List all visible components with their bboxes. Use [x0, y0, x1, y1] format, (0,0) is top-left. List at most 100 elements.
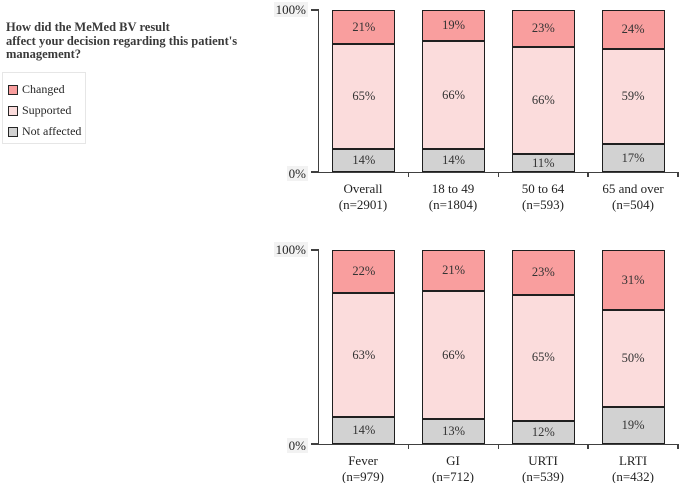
bar-segment-changed: 21% [332, 10, 396, 45]
y-tick-mark-0 [311, 171, 319, 173]
bars-container: 14% 63% 22% 13% 66% 21% 12% 65% 23% 19% 50% 31% [319, 250, 678, 444]
bar-segment-supported: 59% [601, 48, 665, 145]
category-name: 65 and over [602, 181, 664, 196]
category-n: (n=712) [432, 468, 474, 483]
legend-label-changed: Changed [22, 82, 65, 96]
bar-slot-65-and-over: 17% 59% 24% [588, 10, 678, 172]
bar-65-and-over: 17% 59% 24% [601, 10, 665, 172]
bar-lrti: 19% 50% 31% [601, 250, 665, 444]
bar-segment-supported: 63% [332, 293, 396, 417]
segment-value-label: 22% [352, 264, 376, 279]
bar-segment-not-affected: 14% [332, 149, 396, 172]
clinical-syndrome-chart: 100% 0% 14% 63% 22% 13% 66% 21% 12% 65% 23% 19% 50… [273, 242, 679, 483]
category-label-overall: Overall (n=2901) [318, 181, 408, 212]
x-tick-mark [587, 444, 589, 449]
category-n: (n=539) [522, 468, 564, 483]
bar-segment-changed: 31% [601, 250, 665, 311]
segment-value-label: 14% [442, 153, 466, 168]
category-name: Overall [343, 181, 383, 196]
x-tick-mark [677, 172, 679, 177]
bar-slot-fever: 14% 63% 22% [319, 250, 409, 444]
bar-segment-not-affected: 17% [601, 144, 665, 172]
category-label-urti: URTI (n=539) [498, 453, 588, 483]
y-tick-mark-100 [311, 9, 319, 11]
y-tick-mark-0 [311, 443, 319, 445]
bar-segment-supported: 65% [511, 294, 575, 421]
bar-segment-supported: 66% [422, 290, 486, 419]
category-name: LRTI [618, 453, 648, 468]
segment-value-label: 19% [442, 18, 466, 33]
x-tick-mark [497, 172, 499, 177]
x-tick-mark [407, 172, 410, 177]
category-n: (n=432) [612, 468, 654, 483]
segment-value-label: 59% [621, 89, 645, 104]
category-n: (n=1804) [428, 196, 478, 212]
category-n: (n=979) [342, 468, 384, 483]
bar-slot-lrti: 19% 50% 31% [588, 250, 678, 444]
category-n: (n=2901) [338, 196, 388, 212]
segment-value-label: 14% [352, 423, 376, 438]
not-affected-swatch-icon [8, 126, 18, 137]
bar-segment-not-affected: 14% [422, 149, 486, 172]
x-tick-mark [587, 172, 589, 177]
bar-overall: 14% 65% 21% [332, 10, 396, 172]
bar-18-to-49: 14% 66% 19% [422, 10, 486, 172]
category-axis: Overall (n=2901) 18 to 49 (n=1804) 50 to 64(… [318, 181, 678, 212]
category-label-fever: Fever (n=979) [318, 453, 408, 483]
plot-area: 14% 65% 21% 14% 66% 19% 11% 66% 23% 17% 59% 24% [311, 9, 679, 177]
bar-segment-changed: 23% [511, 250, 575, 295]
category-name: 50 to 64 [521, 181, 565, 196]
category-n: (n=593) [522, 196, 564, 212]
category-name: Fever [348, 453, 378, 468]
category-name: 18 to 49 [431, 181, 475, 196]
segment-value-label: 65% [531, 350, 555, 365]
bar-segment-changed: 21% [422, 250, 486, 291]
bar-segment-changed: 22% [332, 250, 396, 294]
bar-gi: 13% 66% 21% [422, 250, 486, 444]
legend-label-supported: Supported [22, 103, 72, 117]
bar-segment-not-affected: 11% [511, 154, 575, 172]
segment-value-label: 66% [531, 93, 555, 108]
segment-value-label: 14% [352, 153, 376, 168]
question-line-1: How did the MeMed BV result [6, 20, 170, 34]
bar-slot-18-to-49: 14% 66% 19% [409, 10, 499, 172]
segment-value-label: 50% [621, 351, 645, 366]
bar-segment-supported: 66% [511, 47, 575, 155]
age-group-chart: 100% 0% 14% 65% 21% 14% 66% 19% 11% 66% 23% 17% 59… [273, 2, 679, 212]
category-label-65-and-over: 65 and over (n=504) [588, 181, 678, 212]
plot-area: 14% 63% 22% 13% 66% 21% 12% 65% 23% 19% 50% 31% [311, 249, 679, 449]
bar-segment-not-affected: 13% [422, 418, 486, 444]
segment-value-label: 19% [621, 418, 645, 433]
y-axis-label-0: 0% [286, 438, 308, 453]
category-axis: Fever (n=979) GI (n=712) URTI (n=539) LRTI (n=4… [318, 453, 678, 483]
category-label-18-to-49: 18 to 49 (n=1804) [408, 181, 498, 212]
category-n: (n=504) [612, 196, 654, 212]
segment-value-label: 31% [621, 272, 645, 287]
question-line-3: management? [6, 47, 81, 61]
category-label-lrti: LRTI (n=432) [588, 453, 678, 483]
segment-value-label: 63% [352, 347, 376, 362]
legend-item-supported: Supported [8, 100, 85, 121]
category-label-gi: GI (n=712) [408, 453, 498, 483]
segment-value-label: 21% [442, 263, 466, 278]
bar-slot-urti: 12% 65% 23% [499, 250, 589, 444]
bars-container: 14% 65% 21% 14% 66% 19% 11% 66% 23% 17% 59% 24% [319, 10, 678, 172]
supported-swatch-icon [8, 105, 18, 116]
segment-value-label: 66% [442, 347, 466, 362]
bar-segment-not-affected: 19% [601, 407, 665, 444]
segment-value-label: 23% [531, 21, 555, 36]
category-name: URTI [528, 453, 558, 468]
question-text: How did the MeMed BV result affect your … [6, 20, 291, 62]
segment-value-label: 11% [532, 155, 555, 170]
bar-segment-changed: 23% [511, 10, 575, 48]
segment-value-label: 21% [352, 19, 376, 34]
y-axis-label-0: 0% [286, 166, 308, 181]
legend-item-not-affected: Not affected [8, 121, 85, 142]
segment-value-label: 13% [442, 424, 466, 439]
y-axis-label-100: 100% [273, 242, 308, 257]
segment-value-label: 12% [531, 425, 555, 440]
segment-value-label: 24% [621, 22, 645, 37]
segment-value-label: 66% [442, 87, 466, 102]
bar-segment-not-affected: 14% [332, 416, 396, 444]
